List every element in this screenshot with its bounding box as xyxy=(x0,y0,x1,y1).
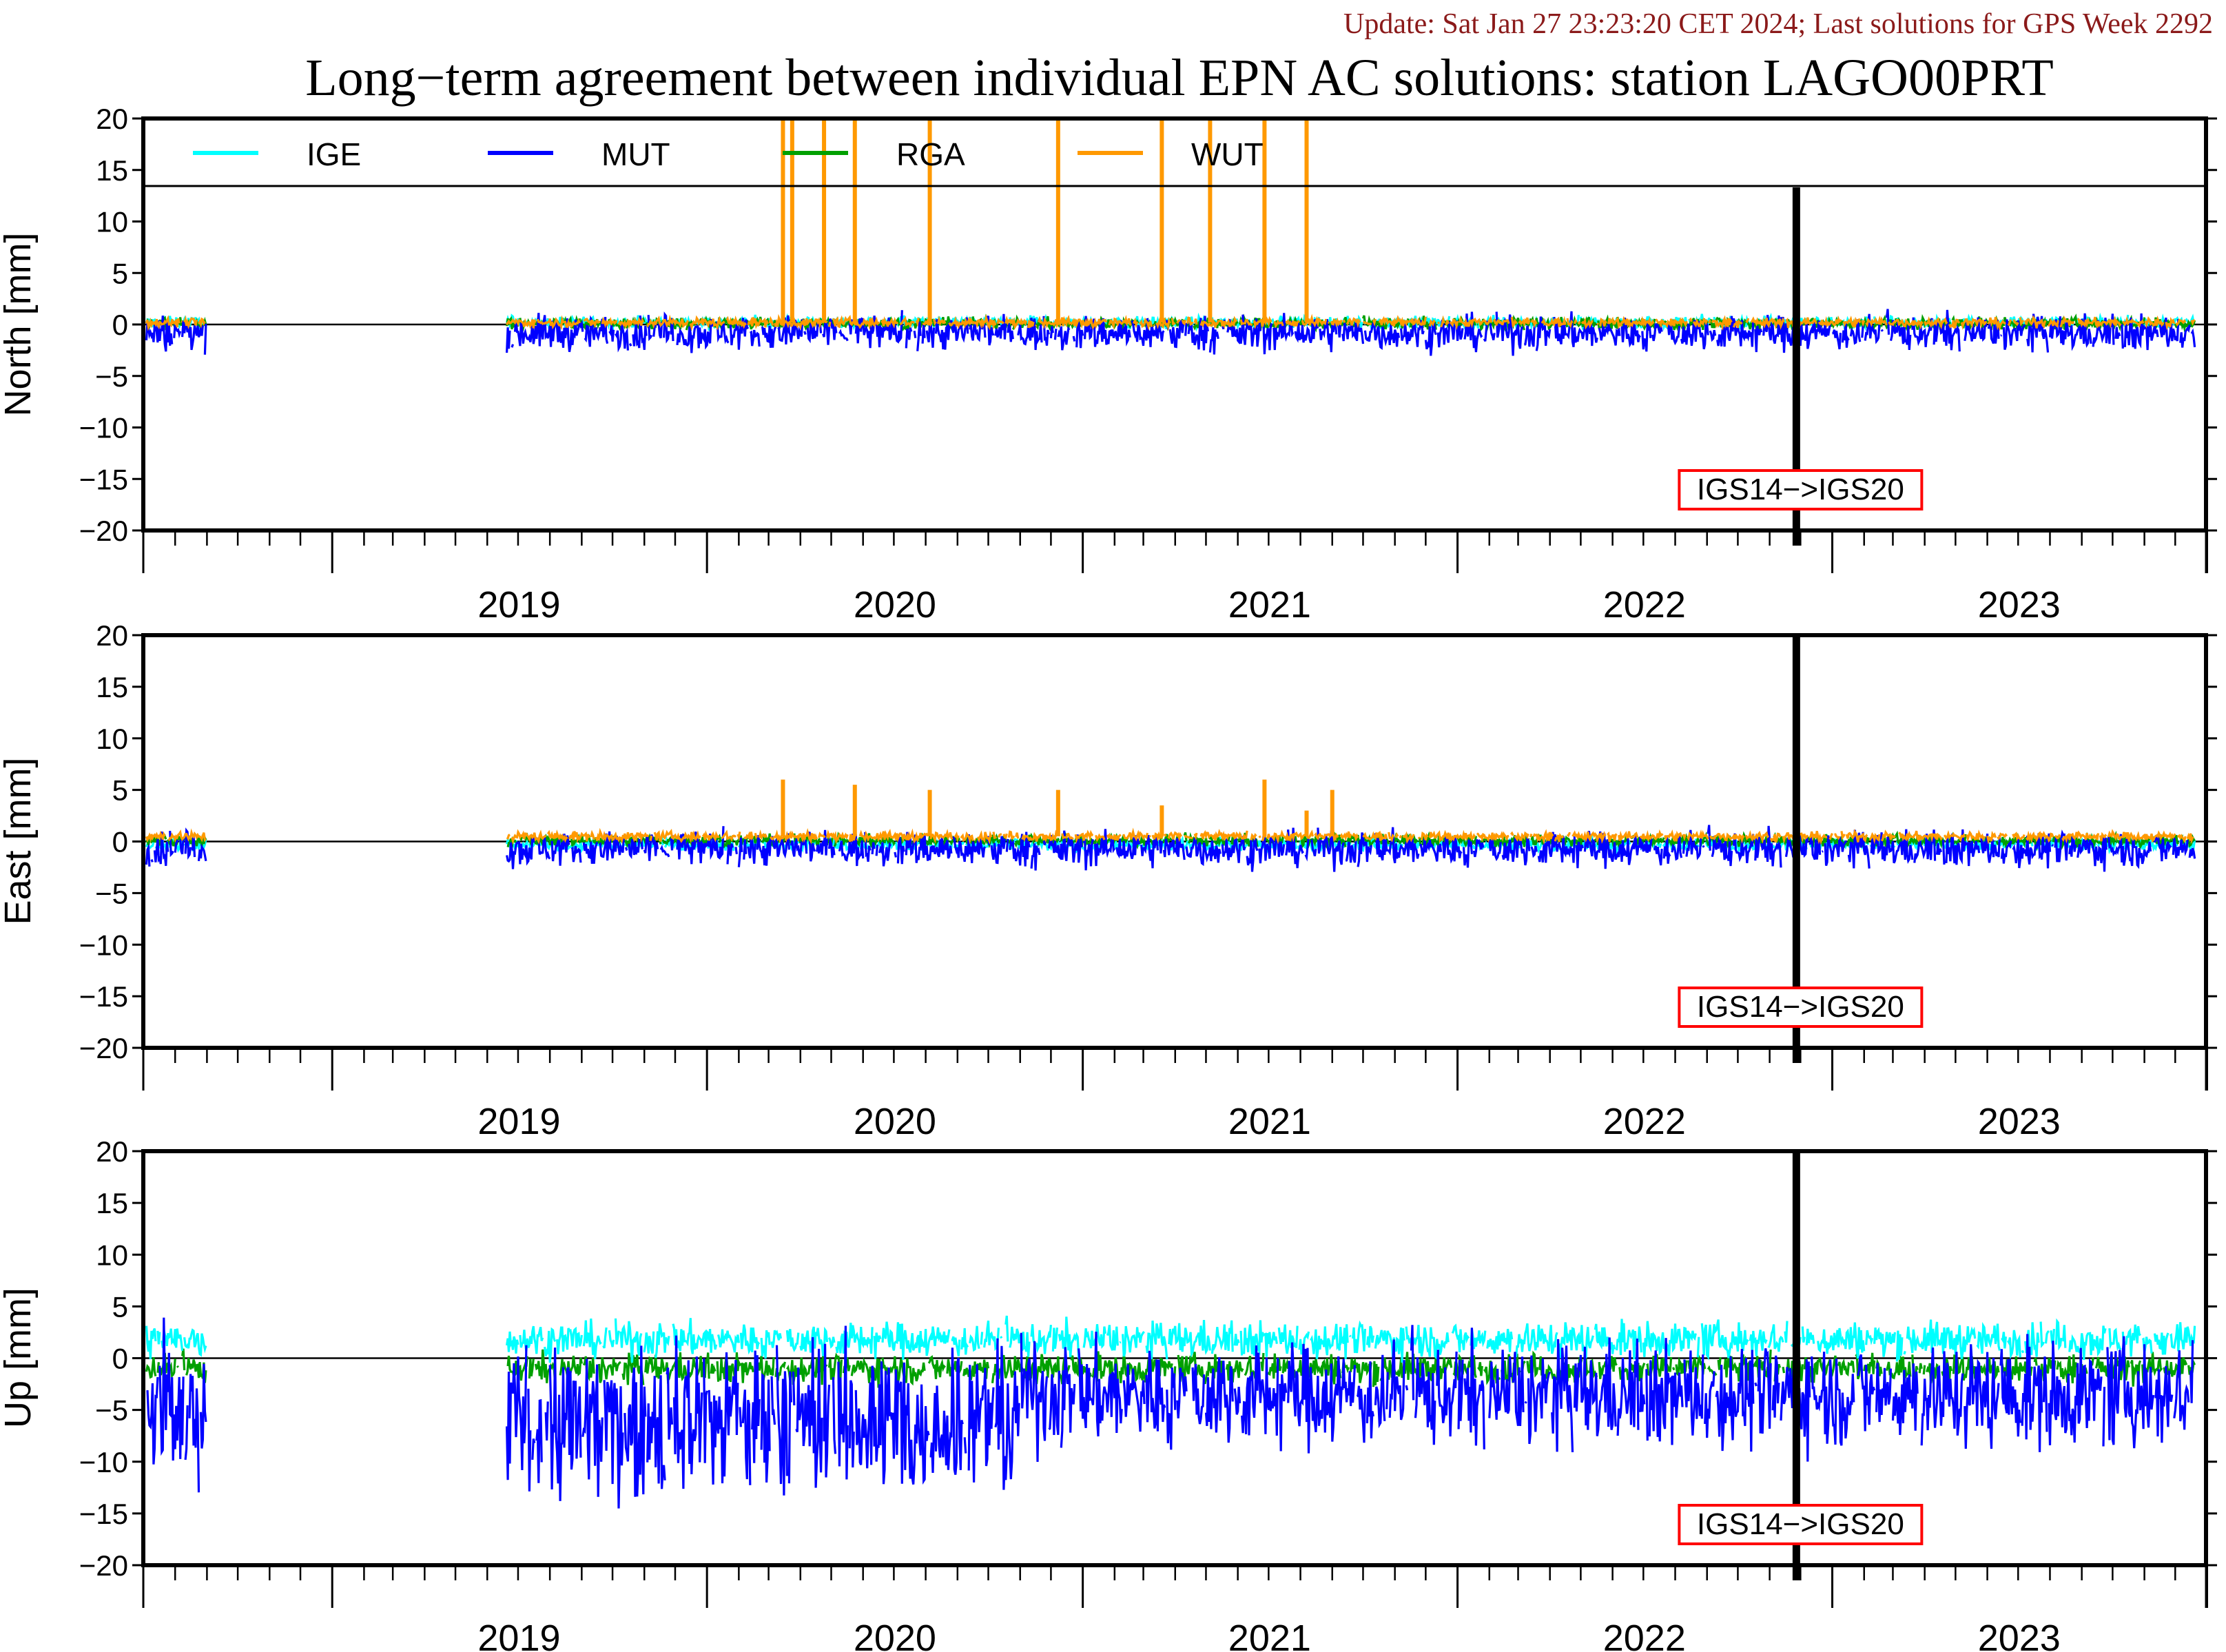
y-tick-label: 20 xyxy=(96,619,128,652)
y-tick-label: −15 xyxy=(79,463,128,495)
y-tick-label: 20 xyxy=(96,1135,128,1168)
reference-change-label: IGS14−>IGS20 xyxy=(1697,990,1904,1024)
y-tick-label: 0 xyxy=(112,309,128,341)
y-tick-label: 20 xyxy=(96,103,128,135)
reference-change-label: IGS14−>IGS20 xyxy=(1697,1507,1904,1541)
y-tick-label: 15 xyxy=(96,154,128,187)
y-axis-label: East [mm] xyxy=(0,757,39,925)
series-line-mut xyxy=(147,1318,2195,1509)
x-tick-label: 2020 xyxy=(854,1618,936,1652)
panel-north: North [mm] 20 15 10 5 0 −5 −10 −15 −20 2019 2020 202… xyxy=(0,103,2217,626)
series-line-wut xyxy=(145,827,2194,845)
series-group xyxy=(145,118,2196,356)
panel-east: East [mm] 20 15 10 5 0 −5 −10 −15 −20 2019 2020 2021… xyxy=(0,619,2217,1142)
x-tick-label: 2019 xyxy=(477,1101,560,1142)
y-tick-label: −10 xyxy=(79,929,128,961)
x-tick-label: 2022 xyxy=(1603,1101,1686,1142)
update-timestamp: Update: Sat Jan 27 23:23:20 CET 2024; La… xyxy=(1343,8,2213,40)
y-tick-label: 0 xyxy=(112,826,128,858)
y-tick-label: 10 xyxy=(96,1239,128,1271)
reference-change-box xyxy=(1678,987,1924,1028)
y-tick-label: 15 xyxy=(96,671,128,703)
x-tick-label: 2019 xyxy=(477,584,560,626)
legend-label-mut: MUT xyxy=(601,136,670,172)
y-tick-label: −5 xyxy=(95,360,128,393)
series-line-rga xyxy=(145,1348,2196,1388)
x-tick-label: 2021 xyxy=(1228,1101,1311,1142)
y-tick-label: 5 xyxy=(112,257,128,289)
x-tick-label: 2021 xyxy=(1228,1618,1311,1652)
plot-frame xyxy=(141,116,2208,533)
legend-label-wut: WUT xyxy=(1191,136,1264,172)
y-tick-label: −10 xyxy=(79,1446,128,1478)
x-tick-label: 2022 xyxy=(1603,1618,1686,1652)
y-tick-label: 5 xyxy=(112,1290,128,1323)
series-group xyxy=(145,779,2196,872)
x-tick-label: 2020 xyxy=(854,1101,936,1142)
y-axis-label: North [mm] xyxy=(0,232,39,416)
reference-change-box xyxy=(1678,469,1924,510)
x-tick-label: 2023 xyxy=(1978,1618,2061,1652)
x-tick-label: 2021 xyxy=(1228,584,1311,626)
y-tick-label: −10 xyxy=(79,412,128,444)
legend-label-ige: IGE xyxy=(307,136,361,172)
y-tick-label: 0 xyxy=(112,1343,128,1375)
legend: IGE MUT RGA WUT xyxy=(143,136,2206,187)
y-tick-label: 15 xyxy=(96,1187,128,1219)
series-line-mut xyxy=(145,825,2196,872)
x-tick-label: 2022 xyxy=(1603,584,1686,626)
x-tick-label: 2023 xyxy=(1978,1101,2061,1142)
y-tick-label: −5 xyxy=(95,1394,128,1427)
y-tick-label: −20 xyxy=(79,1032,128,1064)
series-group xyxy=(147,1316,2195,1509)
y-tick-label: −20 xyxy=(79,1549,128,1582)
y-tick-label: 10 xyxy=(96,206,128,238)
legend-label-rga: RGA xyxy=(896,136,965,172)
plot-frame xyxy=(141,633,2208,1050)
x-tick-label: 2023 xyxy=(1978,584,2061,626)
reference-change-label: IGS14−>IGS20 xyxy=(1697,473,1904,506)
chart-title: Long−term agreement between individual E… xyxy=(305,49,2054,107)
series-line-mut xyxy=(145,309,2196,356)
y-tick-label: −20 xyxy=(79,515,128,547)
panel-up: Up [mm] 20 15 10 5 0 −5 −10 −15 −20 2019 2020 2021 20… xyxy=(0,1135,2217,1652)
x-tick-label: 2019 xyxy=(477,1618,560,1652)
y-tick-label: 10 xyxy=(96,723,128,755)
plot-frame xyxy=(141,1149,2208,1567)
reference-change-box xyxy=(1678,1504,1924,1545)
series-line-ige xyxy=(145,1315,2196,1363)
y-tick-label: −5 xyxy=(95,877,128,909)
y-tick-label: 5 xyxy=(112,774,128,807)
y-axis-label: Up [mm] xyxy=(0,1288,39,1428)
x-tick-label: 2020 xyxy=(854,584,936,626)
y-tick-label: −15 xyxy=(79,980,128,1013)
y-tick-label: −15 xyxy=(79,1498,128,1530)
